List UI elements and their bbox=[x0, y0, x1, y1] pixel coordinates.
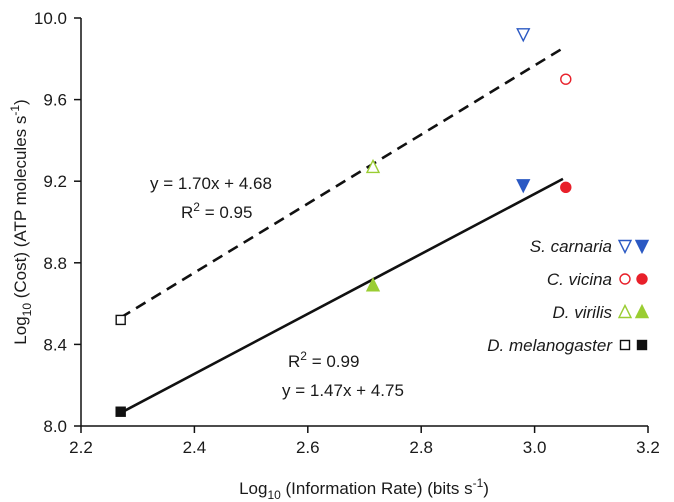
x-tick-label: 2.2 bbox=[69, 438, 93, 457]
y-tick-label: 8.0 bbox=[43, 417, 67, 436]
legend-marker-open bbox=[619, 339, 631, 351]
y-tick-label: 9.6 bbox=[43, 91, 67, 110]
y-tick-label: 8.8 bbox=[43, 254, 67, 273]
y-axis-title: Log10 (Cost) (ATP molecules s-1) bbox=[8, 99, 34, 344]
fit-lines bbox=[120, 47, 564, 415]
legend-marker-open bbox=[617, 303, 633, 319]
fit-line-filled bbox=[120, 177, 564, 415]
legend-marker-filled bbox=[636, 273, 648, 285]
legend-marker-open bbox=[619, 273, 631, 285]
x-axis-title: Log10 (Information Rate) (bits s-1) bbox=[239, 476, 489, 502]
x-tick-label: 2.8 bbox=[409, 438, 433, 457]
data-point-filled-triangle-down bbox=[516, 179, 531, 194]
y-tick-label: 8.4 bbox=[43, 335, 67, 354]
legend-marker-open bbox=[617, 239, 633, 255]
x-tick-label: 2.6 bbox=[296, 438, 320, 457]
legend-label: D. virilis bbox=[553, 303, 613, 322]
legend-label: S. carnaria bbox=[530, 237, 612, 256]
data-point-filled-triangle-up bbox=[365, 277, 381, 292]
legend-label: C. vicina bbox=[547, 270, 612, 289]
plot-frame bbox=[80, 18, 648, 427]
fit-line-open bbox=[120, 47, 564, 319]
legend-marker-filled bbox=[634, 303, 650, 319]
x-tick-label: 2.4 bbox=[183, 438, 207, 457]
data-points bbox=[115, 28, 572, 417]
legend-marker-filled bbox=[634, 239, 650, 255]
x-tick-label: 3.0 bbox=[523, 438, 547, 457]
legend: S. carnaria C. vicina D. virilis D. melanog… bbox=[487, 237, 650, 355]
y-tick-label: 9.2 bbox=[43, 172, 67, 191]
fit-r2-filled: R2 = 0.99 bbox=[288, 349, 359, 371]
data-point-open-triangle-up bbox=[365, 158, 381, 174]
data-point-open-triangle-down bbox=[516, 28, 531, 43]
data-point-filled-circle bbox=[560, 181, 572, 194]
x-tick-label: 3.2 bbox=[636, 438, 660, 457]
data-point-filled-square bbox=[115, 406, 126, 417]
fit-equation-filled: y = 1.47x + 4.75 bbox=[282, 381, 404, 400]
x-axis-ticks: 2.2 2.4 2.6 2.8 3.0 3.2 bbox=[69, 426, 660, 457]
data-point-open-circle bbox=[560, 73, 572, 85]
y-axis-ticks: 8.0 8.4 8.8 9.2 9.6 10.0 bbox=[34, 9, 81, 436]
legend-marker-filled bbox=[636, 339, 648, 351]
data-point-open-square bbox=[115, 314, 126, 326]
legend-label: D. melanogaster bbox=[487, 336, 613, 355]
y-tick-label: 10.0 bbox=[34, 9, 67, 28]
fit-r2-open: R2 = 0.95 bbox=[181, 200, 252, 222]
fit-equation-open: y = 1.70x + 4.68 bbox=[150, 174, 272, 193]
